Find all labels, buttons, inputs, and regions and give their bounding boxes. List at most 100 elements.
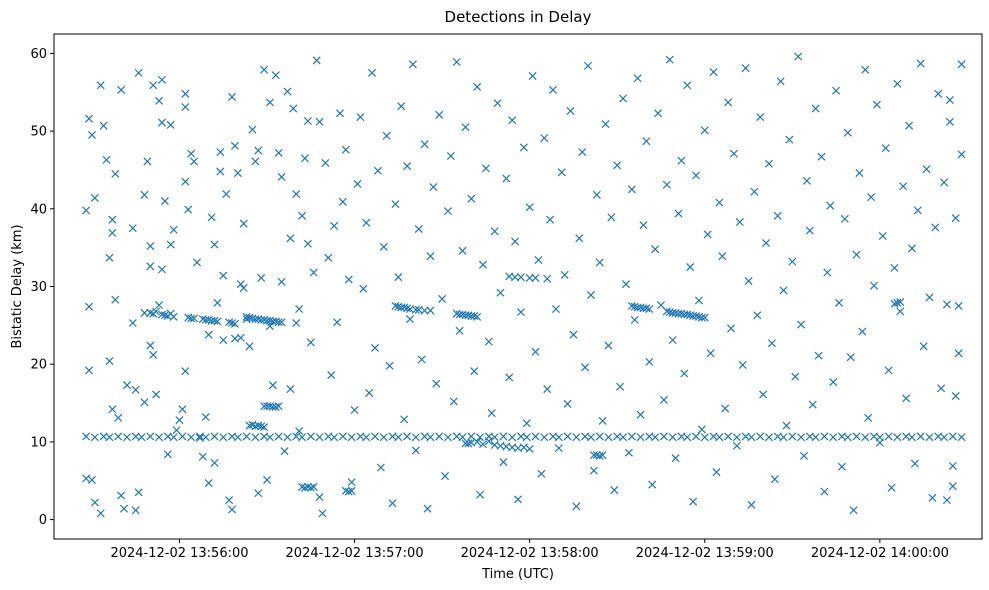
- data-point: [391, 301, 400, 310]
- data-point: [942, 300, 952, 309]
- data-point: [764, 433, 773, 442]
- data-point: [718, 252, 727, 261]
- data-point: [303, 116, 312, 126]
- data-point: [470, 311, 479, 321]
- data-point: [843, 433, 852, 442]
- data-point: [680, 369, 689, 378]
- data-point: [540, 433, 549, 442]
- data-point: [181, 103, 190, 112]
- data-point: [368, 68, 377, 77]
- data-point: [683, 310, 692, 319]
- data-point: [128, 318, 137, 328]
- data-point: [525, 203, 534, 212]
- data-point: [858, 327, 867, 336]
- data-point: [945, 96, 954, 105]
- data-point: [411, 305, 420, 314]
- data-point: [309, 482, 318, 491]
- data-point: [525, 273, 534, 282]
- data-point: [219, 336, 228, 345]
- data-point: [201, 412, 210, 422]
- data-point: [948, 461, 957, 470]
- data-point: [870, 281, 879, 290]
- data-point: [84, 114, 94, 123]
- data-point: [487, 409, 496, 418]
- data-point: [513, 495, 523, 504]
- data-point: [263, 475, 272, 484]
- data-point: [837, 462, 846, 471]
- data-point: [779, 286, 788, 295]
- data-point: [137, 433, 146, 442]
- data-point: [759, 390, 768, 399]
- data-point: [330, 433, 339, 442]
- data-point: [861, 433, 870, 442]
- data-point: [111, 295, 120, 304]
- data-point: [210, 432, 219, 441]
- data-point: [794, 52, 803, 61]
- data-point: [227, 318, 237, 328]
- data-point: [546, 215, 555, 224]
- data-point: [245, 342, 254, 351]
- data-point: [82, 432, 91, 441]
- data-point: [724, 98, 733, 107]
- data-point: [683, 81, 692, 90]
- data-point: [347, 478, 356, 487]
- data-point: [426, 306, 435, 315]
- data-point: [525, 444, 534, 453]
- data-point: [169, 433, 178, 442]
- data-point: [370, 432, 380, 441]
- data-point: [531, 273, 540, 282]
- data-point: [210, 316, 219, 325]
- data-point: [928, 493, 937, 502]
- data-point: [306, 432, 315, 441]
- data-point: [458, 246, 467, 255]
- data-point: [219, 271, 228, 280]
- data-point: [362, 433, 371, 442]
- data-point: [467, 194, 476, 203]
- data-point: [849, 506, 858, 515]
- data-point: [140, 308, 149, 317]
- data-point: [443, 433, 452, 442]
- data-point: [627, 301, 636, 310]
- y-tick-label: 40: [30, 202, 47, 217]
- data-point: [516, 308, 525, 317]
- data-point: [689, 497, 698, 506]
- data-point: [659, 395, 668, 404]
- data-point: [172, 426, 181, 435]
- data-point: [756, 432, 765, 441]
- data-point: [934, 89, 943, 98]
- data-point: [108, 405, 117, 414]
- data-point: [528, 71, 537, 80]
- data-point: [114, 413, 123, 422]
- data-point: [184, 205, 193, 214]
- data-point: [940, 433, 949, 442]
- data-point: [435, 110, 444, 119]
- data-point: [277, 318, 286, 327]
- data-point: [572, 502, 581, 511]
- data-point: [187, 433, 196, 442]
- data-point: [105, 357, 114, 366]
- data-point: [461, 123, 470, 132]
- data-point: [435, 432, 444, 441]
- data-point: [216, 148, 225, 157]
- data-point: [406, 315, 415, 324]
- data-point: [484, 337, 493, 346]
- data-point: [922, 165, 931, 174]
- data-point: [271, 402, 280, 411]
- data-point: [913, 206, 922, 215]
- data-point: [242, 432, 251, 441]
- data-point: [169, 312, 178, 321]
- data-point: [274, 318, 283, 327]
- data-point: [677, 156, 686, 165]
- data-point: [811, 104, 820, 113]
- data-point: [324, 253, 333, 262]
- data-point: [353, 179, 362, 188]
- data-point: [668, 336, 677, 345]
- data-point: [257, 273, 266, 282]
- data-point: [108, 215, 117, 224]
- data-point: [823, 268, 832, 277]
- data-point: [598, 451, 607, 460]
- data-point: [633, 74, 642, 83]
- data-point: [233, 169, 242, 178]
- data-point: [400, 303, 409, 312]
